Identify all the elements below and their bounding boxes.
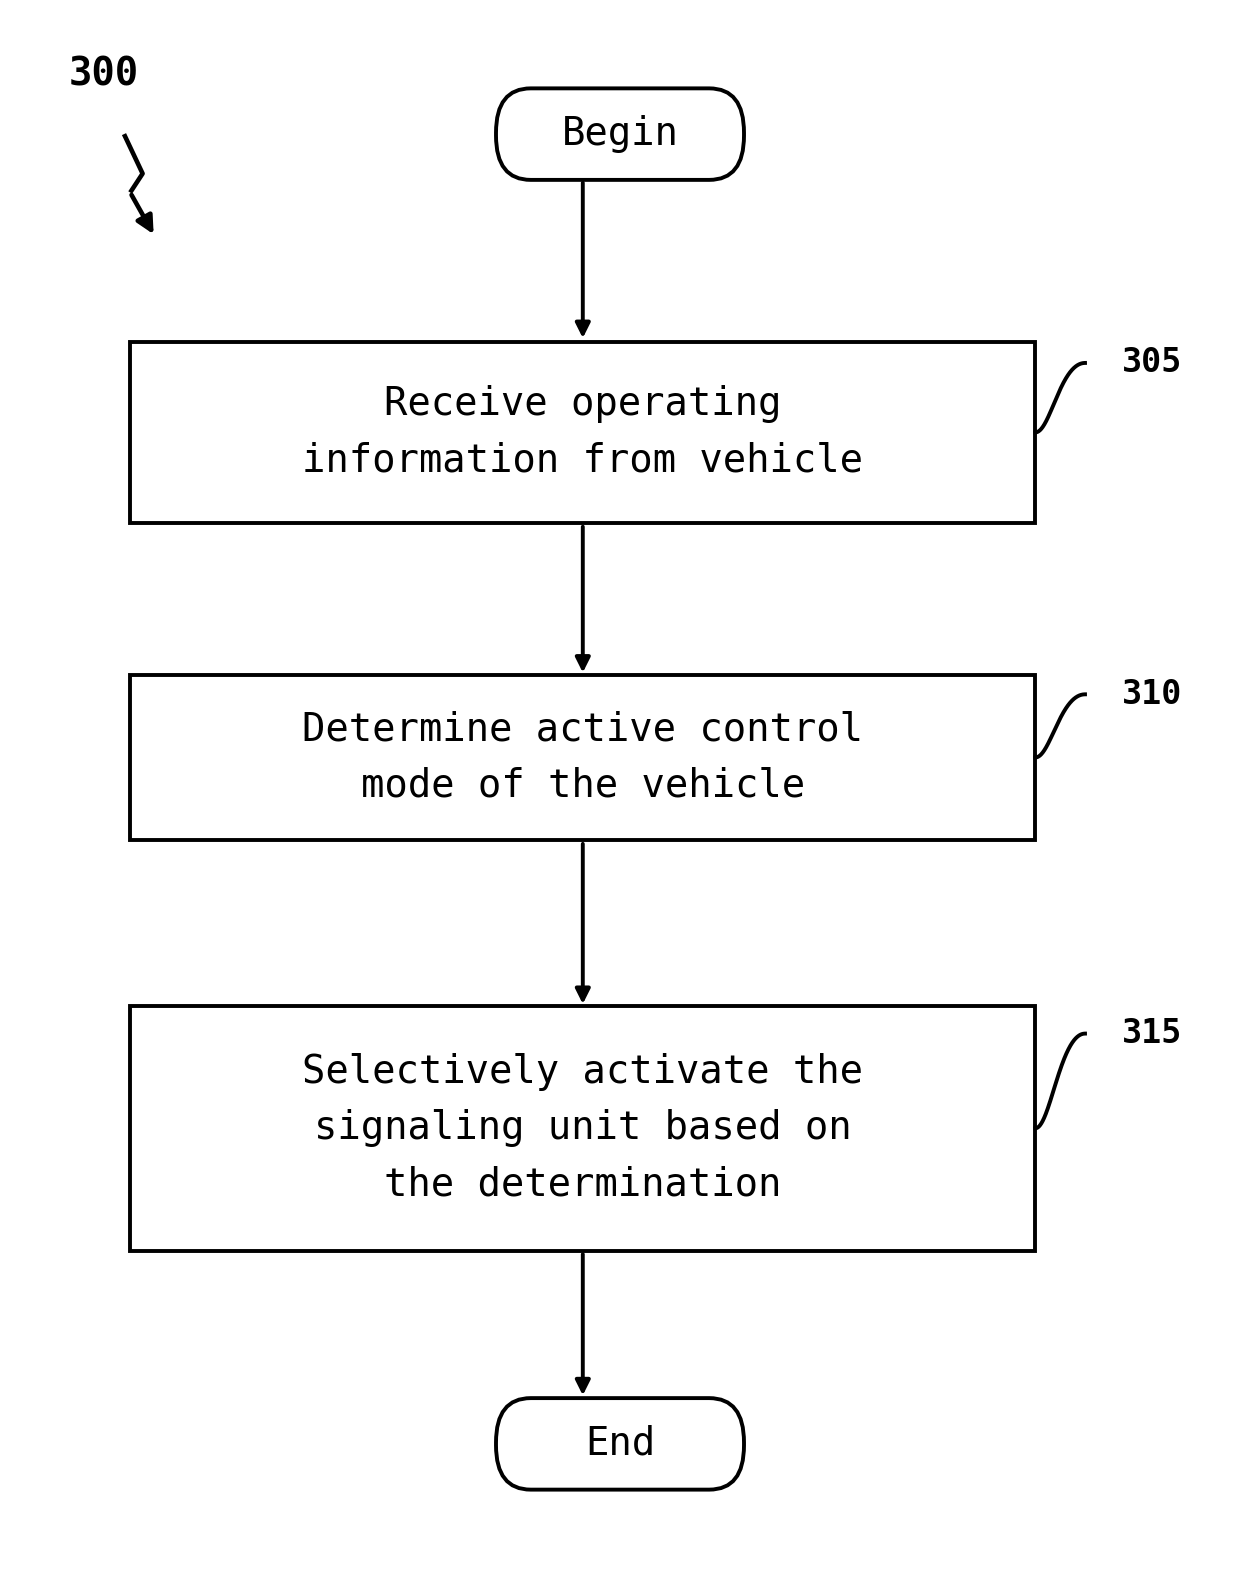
Text: 315: 315 (1122, 1018, 1183, 1049)
FancyBboxPatch shape (496, 1398, 744, 1490)
Text: End: End (585, 1425, 655, 1463)
Text: 305: 305 (1122, 347, 1183, 379)
Text: Begin: Begin (562, 115, 678, 153)
Text: 300: 300 (68, 55, 139, 93)
Text: 310: 310 (1122, 679, 1183, 710)
Bar (130, 675, 1035, 839)
Bar (130, 1007, 1035, 1250)
Bar (130, 342, 1035, 524)
Text: Determine active control
mode of the vehicle: Determine active control mode of the veh… (303, 710, 863, 805)
FancyBboxPatch shape (496, 88, 744, 180)
Text: Receive operating
information from vehicle: Receive operating information from vehic… (303, 385, 863, 480)
Text: Selectively activate the
signaling unit based on
the determination: Selectively activate the signaling unit … (303, 1053, 863, 1204)
